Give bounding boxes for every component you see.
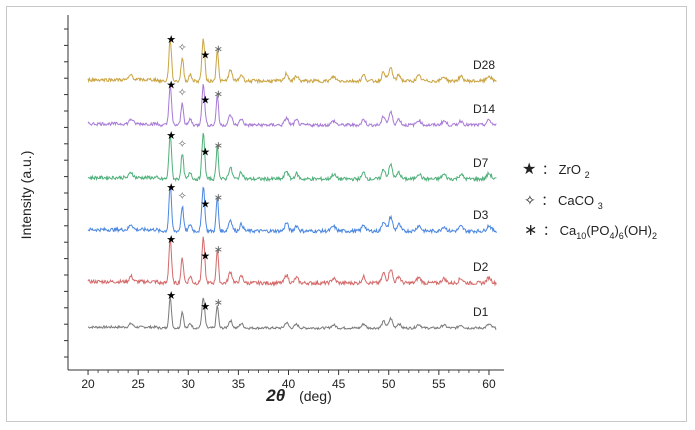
series-group: D1 D2 D3 D7 D14 D28 (87, 38, 497, 331)
peak-marker-d1-ca10po46oh2: ∗ (214, 296, 223, 309)
peak-markers: ★★ ∗★★ ∗★✧★ ∗★✧★ ∗★✧★ ∗★✧★ ∗ (166, 33, 223, 313)
series-line-d14 (87, 83, 497, 129)
series-line-d7 (87, 132, 497, 183)
y-axis-title: Intensity (a.u.) (18, 151, 34, 240)
x-tick-label-40: 40 (282, 377, 296, 391)
x-axis-title-symbol: 2θ (265, 386, 285, 405)
x-tick-label-60: 60 (482, 377, 496, 391)
peak-marker-d14-ca10po46oh2: ∗ (214, 88, 223, 101)
x-tick-label-20: 20 (81, 377, 95, 391)
peak-marker-d14-caco3: ✧ (178, 86, 187, 99)
peak-marker-d14-zro2: ★ (200, 93, 210, 106)
series-label-d28: D28 (473, 58, 495, 72)
x-tick-label-30: 30 (182, 377, 196, 391)
peak-marker-d28-zro2: ★ (200, 49, 210, 62)
x-tick-label-25: 25 (131, 377, 145, 391)
legend-sep: ： (543, 223, 556, 238)
peak-marker-d7-zro2: ★ (200, 145, 210, 158)
legend-diamond-icon: ✧ (524, 192, 536, 208)
peak-marker-d7-ca10po46oh2: ∗ (214, 139, 223, 152)
series-line-d3 (87, 186, 497, 235)
legend-item-zro2: ★ ： ZrO 2 (522, 161, 590, 180)
peak-marker-d28-zro2: ★ (166, 33, 176, 46)
peak-marker-d7-caco3: ✧ (178, 137, 187, 150)
y-axis-ticks (64, 28, 68, 358)
peak-marker-d3-ca10po46oh2: ∗ (214, 191, 223, 204)
series-line-d2 (87, 236, 497, 287)
series-line-d1 (87, 297, 497, 331)
series-label-d7: D7 (473, 156, 489, 170)
peak-marker-d1-zro2: ★ (166, 289, 176, 302)
x-axis-ticks: 20 25 30 35 40 45 50 55 60 (81, 370, 496, 391)
peak-marker-d1-zro2: ★ (200, 300, 210, 313)
x-tick-label-55: 55 (432, 377, 446, 391)
series-label-d1: D1 (473, 305, 489, 319)
peak-marker-d3-zro2: ★ (166, 181, 176, 194)
peak-marker-d28-caco3: ✧ (178, 41, 187, 54)
legend-item-hydroxyapatite: ∗ ： Ca10(PO4)6(OH)2 (524, 222, 657, 241)
figure-frame: 20 25 30 35 40 45 50 55 60 D1 D2 D3 D7 D14 D28 ★ ★ ∗ ★ ★ ∗… (6, 6, 687, 422)
x-axis-title: 2θ (deg) (265, 386, 332, 405)
peak-marker-d3-zro2: ★ (200, 197, 210, 210)
x-tick-label-50: 50 (382, 377, 396, 391)
peak-marker-d3-caco3: ✧ (178, 189, 187, 202)
series-label-d2: D2 (473, 260, 489, 274)
x-axis-title-unit: (deg) (299, 388, 332, 404)
xrd-chart: 20 25 30 35 40 45 50 55 60 D1 D2 D3 D7 D14 D28 ★ ★ ∗ ★ ★ ∗… (18, 15, 657, 405)
legend-asterisk-icon: ∗ (524, 222, 537, 239)
peak-marker-d28-ca10po46oh2: ∗ (214, 43, 223, 56)
series-label-d14: D14 (473, 102, 495, 116)
series-line-d28 (87, 38, 497, 85)
legend-star-icon: ★ (522, 161, 536, 178)
peak-marker-d7-zro2: ★ (166, 129, 176, 142)
peak-marker-d2-ca10po46oh2: ∗ (214, 243, 223, 256)
legend-sep: ： (541, 193, 554, 208)
x-tick-label-35: 35 (232, 377, 246, 391)
x-tick-label-45: 45 (332, 377, 346, 391)
peak-marker-d2-zro2: ★ (166, 233, 176, 246)
legend-item-caco3: ✧ ： CaCO 3 (524, 192, 603, 211)
legend: ★ ： ZrO 2 ✧ ： CaCO 3 ∗ ： Ca10(PO4)6(OH)2 (522, 161, 657, 241)
series-label-d3: D3 (473, 208, 489, 222)
legend-sep: ： (542, 162, 555, 177)
peak-marker-d14-zro2: ★ (166, 79, 176, 92)
peak-marker-d2-zro2: ★ (200, 249, 210, 262)
